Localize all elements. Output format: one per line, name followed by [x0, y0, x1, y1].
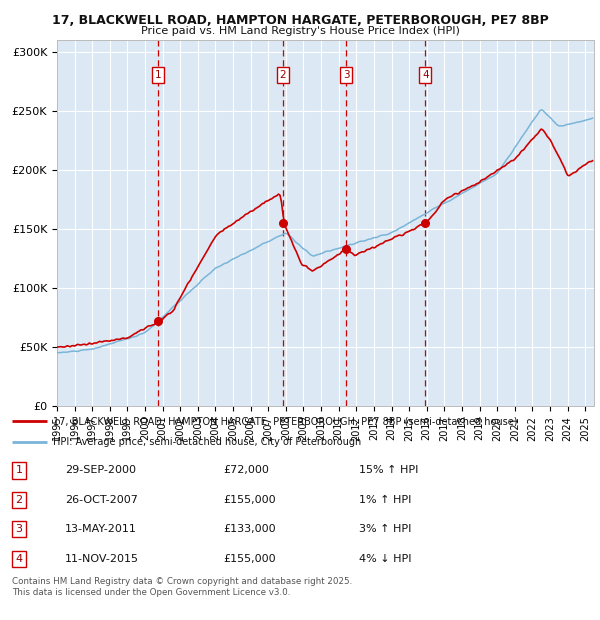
Text: 17, BLACKWELL ROAD, HAMPTON HARGATE, PETERBOROUGH, PE7 8BP: 17, BLACKWELL ROAD, HAMPTON HARGATE, PET…: [52, 14, 548, 27]
Text: 4: 4: [422, 70, 428, 80]
Text: Contains HM Land Registry data © Crown copyright and database right 2025.
This d: Contains HM Land Registry data © Crown c…: [12, 577, 352, 598]
Text: HPI: Average price, semi-detached house, City of Peterborough: HPI: Average price, semi-detached house,…: [53, 438, 361, 448]
Text: Price paid vs. HM Land Registry's House Price Index (HPI): Price paid vs. HM Land Registry's House …: [140, 26, 460, 36]
Text: 3: 3: [343, 70, 349, 80]
Text: 13-MAY-2011: 13-MAY-2011: [65, 525, 137, 534]
Text: 1% ↑ HPI: 1% ↑ HPI: [359, 495, 411, 505]
Text: 4% ↓ HPI: 4% ↓ HPI: [359, 554, 412, 564]
Text: £72,000: £72,000: [224, 466, 269, 476]
Text: 1: 1: [155, 70, 161, 80]
Text: 17, BLACKWELL ROAD, HAMPTON HARGATE, PETERBOROUGH, PE7 8BP (semi-detached house): 17, BLACKWELL ROAD, HAMPTON HARGATE, PET…: [53, 416, 518, 426]
Text: 1: 1: [16, 466, 22, 476]
Text: 2: 2: [16, 495, 22, 505]
Text: £155,000: £155,000: [224, 495, 276, 505]
Text: 29-SEP-2000: 29-SEP-2000: [65, 466, 136, 476]
Text: 3: 3: [16, 525, 22, 534]
Text: 3% ↑ HPI: 3% ↑ HPI: [359, 525, 411, 534]
Text: 15% ↑ HPI: 15% ↑ HPI: [359, 466, 418, 476]
Text: 26-OCT-2007: 26-OCT-2007: [65, 495, 137, 505]
Text: 4: 4: [16, 554, 22, 564]
Text: £155,000: £155,000: [224, 554, 276, 564]
Text: 11-NOV-2015: 11-NOV-2015: [65, 554, 139, 564]
Text: £133,000: £133,000: [224, 525, 276, 534]
Text: 2: 2: [280, 70, 286, 80]
